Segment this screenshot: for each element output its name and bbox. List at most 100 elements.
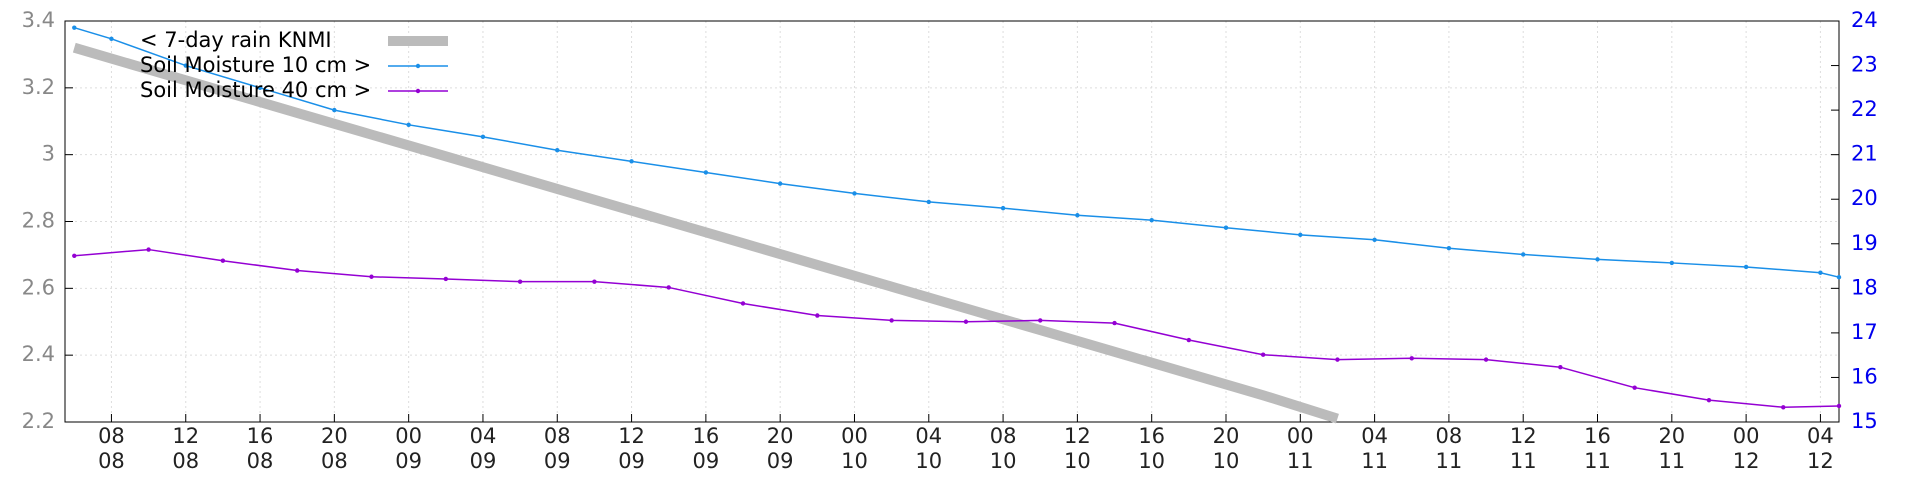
point [1836,403,1842,409]
point [109,36,114,42]
point [72,25,77,30]
point [332,107,337,113]
point [1632,385,1637,390]
x-tick-label: 04 10 [915,424,943,473]
series-line [72,42,1339,424]
x-tick-label: 12 09 [618,424,645,473]
x-tick-label: 08 08 [98,424,125,473]
x-tick-label: 16 11 [1584,424,1611,473]
x-tick-label: 16 10 [1138,424,1166,473]
point [1446,246,1452,251]
y2-tick-label: 19 [1851,231,1878,255]
legend-label: Soil Moisture 40 cm > [140,78,371,102]
point [1669,260,1675,266]
series-line [74,26,1840,278]
x-tick-label: 12 11 [1509,424,1537,473]
y2-tick-label: 15 [1851,409,1878,433]
x-tick-label: 20 11 [1658,424,1686,473]
x-tick-label: 04 09 [469,424,497,473]
y-tick-label: 3.4 [22,8,55,32]
point [220,258,226,263]
point [1558,364,1563,370]
legend-label: < 7-day rain KNMI [140,28,332,52]
point [852,191,857,196]
point [740,301,746,306]
point [517,279,523,284]
point [1706,397,1712,403]
point [1298,232,1303,238]
y2-tick-label: 23 [1851,53,1878,77]
y2-tick-label: 17 [1851,320,1878,344]
point [629,159,634,164]
x-tick-label: 16 08 [246,424,274,473]
point [1483,357,1489,362]
point [963,319,969,324]
x-tick-label: 08 10 [989,424,1017,473]
y2-tick-label: 18 [1851,275,1878,299]
x-tick-label: 20 10 [1212,424,1240,473]
x-tick-label: 04 11 [1361,424,1388,473]
point [1409,356,1414,361]
legend-marker [415,88,421,94]
x-tick-label: 00 09 [395,424,422,473]
point [480,134,486,140]
y2-tick-label: 16 [1851,364,1878,388]
y-tick-label: 2.8 [22,209,55,233]
point [666,285,671,290]
point [183,63,188,68]
point [1372,237,1377,242]
point [1075,213,1080,218]
plot-frame [64,20,1840,423]
x-tick-label: 12 08 [172,424,200,473]
point [443,276,449,282]
point [1595,257,1600,262]
point [1260,352,1266,357]
y-tick-label: 2.4 [22,342,55,366]
point [1818,270,1823,275]
point [406,122,411,128]
y2-tick-label: 24 [1851,8,1878,32]
point [592,279,597,284]
point [1038,318,1043,323]
point [926,199,931,205]
point [1149,217,1154,223]
legend-marker [415,63,421,69]
y2-tick-label: 21 [1851,142,1878,166]
x-tick-label: 20 09 [766,424,794,473]
x-tick-label: 04 12 [1807,424,1834,473]
point [1335,357,1340,362]
y-tick-label: 2.6 [22,275,55,299]
point [1781,405,1786,410]
x-tick-label: 08 09 [543,424,571,473]
legend-label: Soil Moisture 10 cm > [140,53,371,77]
point [815,313,820,318]
point [777,181,783,186]
y2-tick-label: 20 [1851,186,1878,210]
point [1521,252,1526,257]
x-tick-label: 12 10 [1064,424,1091,473]
x-tick-label: 08 11 [1435,424,1463,473]
point [1000,205,1006,211]
point [146,247,151,252]
x-tick-label: 00 12 [1732,424,1760,473]
point [72,253,77,259]
y-tick-label: 3.2 [22,75,55,99]
point [1743,264,1749,270]
y-tick-label: 2.2 [22,409,55,433]
series-line [74,248,1840,409]
point [257,85,263,91]
x-tick-label: 00 11 [1286,424,1314,473]
point [369,274,374,279]
x-tick-label: 16 09 [692,424,720,473]
x-tick-label: 20 08 [320,424,348,473]
point [1223,225,1229,230]
point [294,268,300,273]
y2-tick-label: 22 [1851,97,1878,121]
point [703,170,709,175]
point [1186,337,1192,343]
point [1112,320,1117,326]
point [889,318,894,323]
point [1836,274,1842,280]
